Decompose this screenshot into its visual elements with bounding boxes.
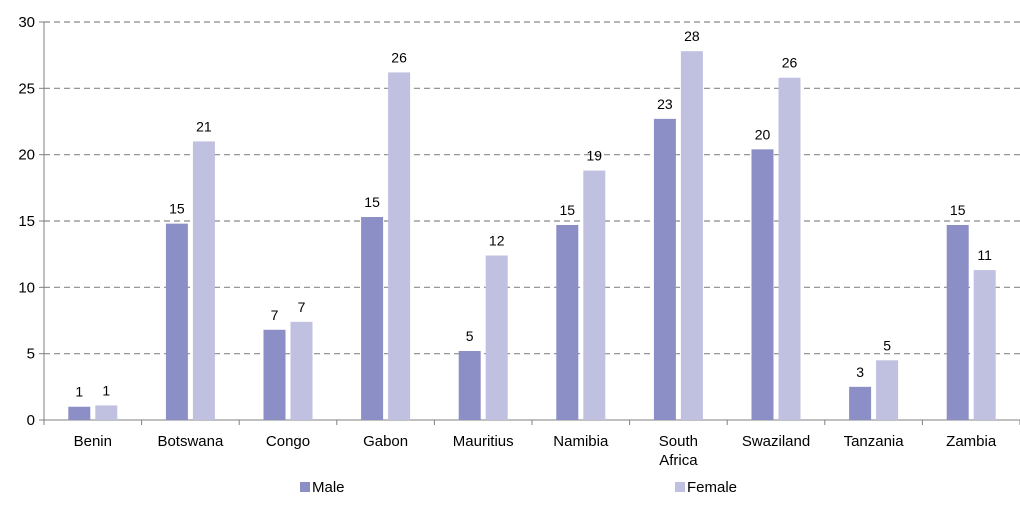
data-label: 15: [950, 202, 966, 218]
bar-male: [263, 329, 286, 420]
bar-male: [946, 224, 969, 420]
data-label: 11: [977, 247, 992, 263]
category-label: Namibia: [553, 433, 609, 450]
y-tick-label: 20: [18, 147, 35, 164]
data-label: 1: [102, 382, 110, 398]
data-label: 26: [391, 49, 407, 65]
category-label: Congo: [266, 433, 310, 450]
bar-female: [680, 51, 703, 420]
bar-female: [778, 77, 801, 420]
bar-female: [973, 270, 996, 420]
bar-male: [751, 149, 774, 421]
data-label: 23: [657, 96, 673, 112]
data-label: 15: [560, 202, 576, 218]
data-label: 12: [489, 232, 505, 248]
bar-male: [165, 223, 188, 420]
bar-male: [653, 118, 676, 420]
data-label: 28: [684, 28, 700, 44]
bar-female: [388, 72, 411, 420]
y-tick-label: 5: [27, 346, 35, 363]
data-label: 15: [169, 201, 185, 217]
bar-male: [361, 217, 384, 420]
category-label: Swaziland: [742, 433, 810, 450]
category-label: Gabon: [363, 433, 408, 450]
category-label: Mauritius: [453, 433, 514, 450]
data-label: 1: [75, 384, 83, 400]
bar-female: [876, 360, 899, 420]
legend-label-male: Male: [312, 479, 345, 496]
data-label: 5: [883, 337, 891, 353]
data-label: 15: [364, 194, 380, 210]
bar-female: [583, 170, 606, 420]
bar-male: [849, 386, 872, 420]
bar-male: [458, 351, 481, 420]
bar-female: [485, 255, 508, 420]
data-label: 26: [782, 55, 798, 71]
data-label: 19: [587, 148, 603, 164]
category-label: South: [659, 433, 698, 450]
data-label: 3: [856, 364, 864, 380]
legend-label-female: Female: [687, 479, 737, 496]
y-tick-label: 10: [18, 279, 35, 296]
legend-swatch-male: [300, 482, 310, 492]
category-label: Botswana: [157, 433, 224, 450]
category-label: Tanzania: [844, 433, 905, 450]
data-label: 7: [298, 299, 306, 315]
bar-male: [556, 224, 579, 420]
bar-female: [192, 141, 215, 420]
category-label: Africa: [659, 452, 698, 469]
category-label: Benin: [74, 433, 112, 450]
category-label: Zambia: [946, 433, 997, 450]
y-tick-label: 30: [18, 14, 35, 31]
bar-male: [68, 406, 91, 420]
data-label: 20: [755, 126, 771, 142]
data-label: 7: [271, 307, 279, 323]
y-tick-label: 0: [27, 412, 35, 429]
y-tick-label: 25: [18, 80, 35, 97]
data-label: 21: [196, 118, 212, 134]
data-label: 5: [466, 328, 474, 344]
bar-female: [290, 321, 313, 420]
bar-female: [95, 405, 118, 420]
legend-swatch-female: [675, 482, 685, 492]
y-tick-label: 15: [18, 213, 35, 230]
